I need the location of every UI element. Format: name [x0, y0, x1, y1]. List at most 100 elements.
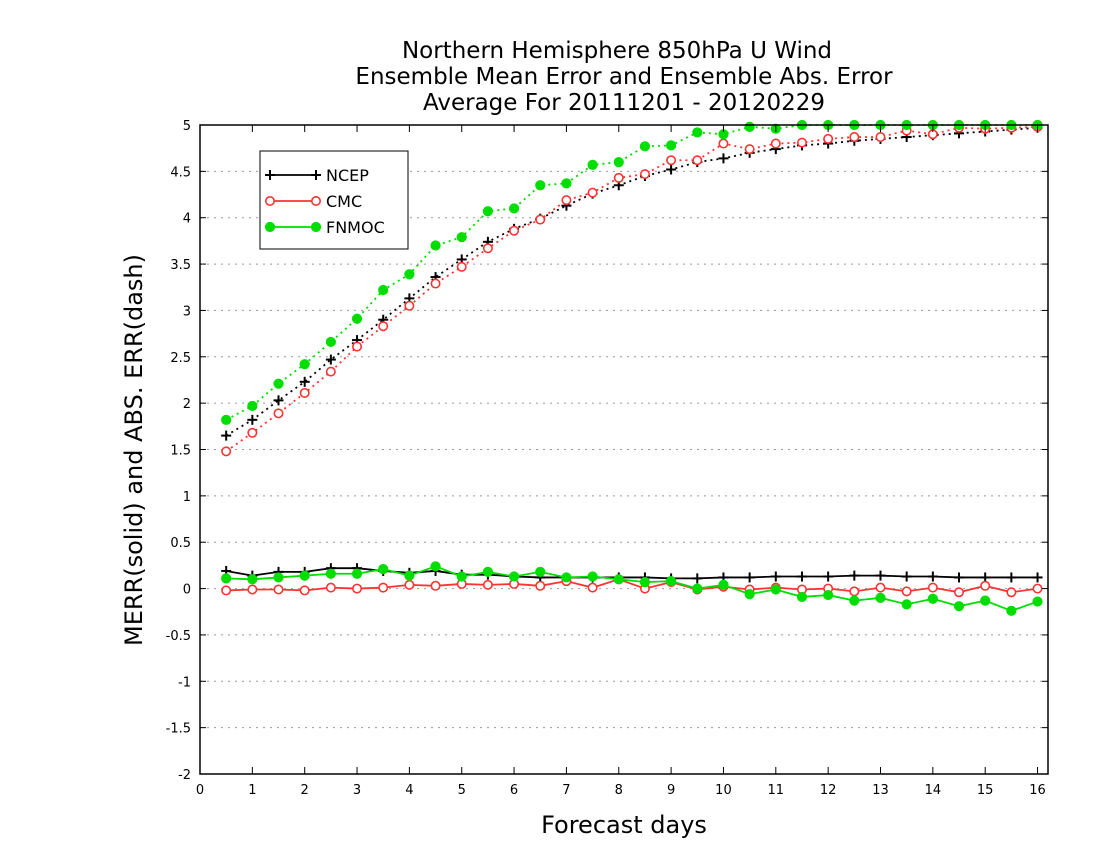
series-fnmoc — [221, 119, 1043, 616]
fnmoc-mean-err-point — [535, 566, 546, 577]
fnmoc-mean-err-point — [823, 589, 834, 601]
legend-marker-fnmoc-right — [310, 221, 322, 233]
fnmoc-abs-err-point — [508, 203, 520, 214]
fnmoc-abs-err-point — [561, 178, 572, 189]
x-tick-label: 16 — [1029, 783, 1046, 798]
fnmoc-abs-err-point — [247, 400, 258, 412]
cmc-abs-err-point — [823, 133, 834, 144]
fnmoc-mean-err-point — [508, 571, 520, 582]
cmc-mean-err-point — [325, 582, 336, 593]
fnmoc-abs-err-point — [221, 414, 232, 425]
cmc-mean-err-point — [535, 580, 546, 591]
cmc-abs-err-point — [692, 155, 703, 166]
legend-label-fnmoc: FNMOC — [326, 218, 385, 237]
cmc-mean-err-point — [980, 580, 991, 591]
x-tick-label: 15 — [977, 783, 994, 798]
legend-marker-ncep-left — [265, 170, 275, 180]
fnmoc-mean-err-point — [299, 570, 310, 581]
cmc-abs-err-point — [352, 341, 363, 352]
fnmoc-abs-err-point — [299, 359, 310, 370]
fnmoc-mean-err-point — [221, 573, 232, 584]
cmc-abs-err-point — [639, 169, 650, 180]
cmc-mean-err-point — [1032, 583, 1043, 594]
cmc-abs-err-point — [744, 144, 755, 155]
x-tick-label: 6 — [510, 783, 518, 798]
ncep-abs-err-point — [325, 354, 336, 365]
x-tick-label: 12 — [820, 783, 837, 798]
cmc-mean-err-point — [430, 580, 441, 591]
fnmoc-abs-err-point — [404, 269, 415, 280]
cmc-mean-err-point — [352, 583, 363, 594]
cmc-abs-err-point — [849, 132, 860, 143]
cmc-abs-err-point — [325, 366, 336, 377]
legend-marker-fnmoc-left — [264, 221, 276, 233]
cmc-mean-err-point — [587, 582, 598, 593]
fnmoc-mean-err-point — [273, 572, 284, 583]
fnmoc-abs-err-point — [378, 284, 389, 296]
cmc-mean-err-point — [849, 586, 860, 597]
chart-title-line-2: Ensemble Mean Error and Ensemble Abs. Er… — [355, 64, 893, 90]
y-tick-label: 5 — [183, 119, 191, 134]
x-tick-label: 10 — [715, 783, 732, 798]
x-tick-label: 9 — [667, 783, 675, 798]
ncep-mean-err-point — [980, 572, 991, 583]
fnmoc-abs-err-point — [587, 159, 598, 170]
cmc-abs-err-point — [561, 195, 572, 206]
fnmoc-abs-err-point — [351, 313, 363, 324]
fnmoc-abs-err-point — [744, 121, 755, 132]
fnmoc-mean-err-point — [1006, 605, 1017, 616]
ncep-mean-err-point — [1006, 572, 1017, 583]
fnmoc-abs-err-point — [273, 378, 284, 389]
ncep-mean-err-point — [770, 571, 781, 582]
cmc-abs-err-point — [587, 187, 598, 198]
cmc-mean-err-point — [247, 584, 258, 595]
x-tick-label: 5 — [458, 783, 466, 798]
legend-marker-ncep-right — [311, 170, 321, 180]
x-tick-label: 3 — [353, 783, 361, 798]
y-tick-label: 2 — [183, 397, 191, 412]
fnmoc-mean-err-point — [1032, 596, 1043, 607]
legend-marker-cmc-left — [264, 196, 275, 207]
cmc-mean-err-point — [404, 579, 415, 590]
ncep-mean-err-point — [875, 570, 886, 581]
x-tick-label: 7 — [562, 783, 570, 798]
fnmoc-abs-err-point — [666, 140, 677, 151]
fnmoc-abs-err-point — [692, 127, 703, 138]
fnmoc-mean-err-point — [796, 591, 808, 603]
y-tick-label: 3.5 — [170, 258, 191, 273]
legend: NCEP CMC FNMOC — [259, 150, 409, 250]
cmc-mean-err-point — [1006, 587, 1017, 598]
axis-ticks: -2-1.5-1-0.500.511.522.533.544.550 1 2 3 4 5 6… — [166, 119, 1048, 798]
ncep-abs-err-point — [299, 376, 310, 387]
y-tick-label: 0 — [183, 583, 191, 598]
cmc-mean-err-point — [378, 582, 389, 593]
cmc-mean-err-point — [954, 587, 965, 598]
cmc-abs-err-point — [247, 427, 258, 438]
cmc-mean-err-point — [299, 585, 310, 596]
x-axis-label: Forecast days — [541, 811, 707, 839]
legend-label-ncep: NCEP — [326, 166, 369, 185]
cmc-abs-err-point — [718, 138, 729, 149]
y-tick-label: -1 — [178, 675, 191, 690]
fnmoc-mean-err-point — [482, 566, 494, 577]
fnmoc-mean-err-point — [404, 570, 415, 581]
fnmoc-mean-err-point — [351, 568, 363, 579]
fnmoc-abs-err-point — [325, 336, 336, 348]
fnmoc-mean-err-point — [430, 561, 441, 572]
chart-title-line-3: Average For 20111201 - 20120229 — [423, 90, 825, 116]
fnmoc-mean-err-point — [953, 601, 965, 612]
fnmoc-mean-err-point — [692, 583, 703, 594]
x-tick-label: 11 — [768, 783, 785, 798]
y-tick-label: 2.5 — [170, 351, 191, 366]
series-layer — [221, 119, 1043, 616]
x-tick-label: 13 — [872, 783, 889, 798]
x-tick-label: 1 — [248, 783, 256, 798]
ncep-abs-err-point — [718, 153, 729, 164]
x-tick-label: 4 — [405, 783, 413, 798]
cmc-abs-err-point — [456, 261, 467, 272]
fnmoc-abs-err-point — [613, 156, 624, 168]
y-tick-label: 1.5 — [170, 444, 191, 459]
fnmoc-abs-err-point — [430, 240, 441, 251]
cmc-abs-err-point — [378, 321, 389, 332]
